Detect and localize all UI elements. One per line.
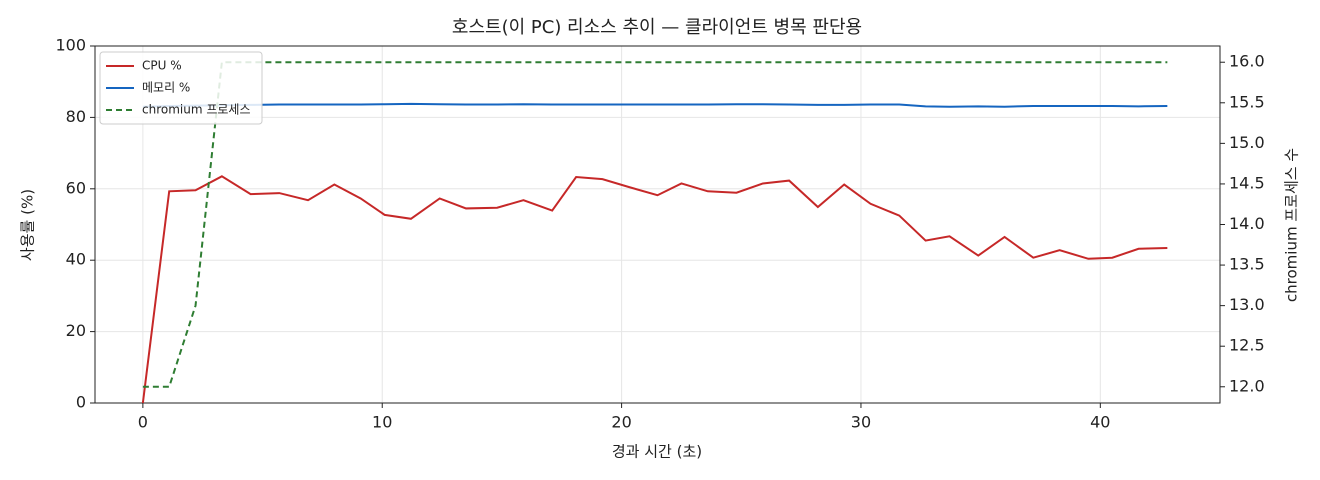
x-tick-label: 20 — [611, 413, 631, 432]
y2-tick-label: 12.0 — [1229, 376, 1265, 395]
y-tick-label: 0 — [76, 393, 86, 412]
y-tick-label: 40 — [66, 250, 86, 269]
y2-tick-label: 16.0 — [1229, 52, 1265, 71]
x-tick-label: 0 — [138, 413, 148, 432]
series-line — [142, 102, 1168, 108]
y2-tick-label: 12.5 — [1229, 336, 1265, 355]
y2-tick-label: 14.5 — [1229, 173, 1265, 192]
y2-tick-label: 14.0 — [1229, 214, 1265, 233]
x-tick-label: 10 — [372, 413, 392, 432]
series-line — [141, 175, 1168, 404]
legend-box — [99, 51, 263, 125]
y2-tick-label: 13.0 — [1229, 295, 1265, 314]
x-tick-label: 40 — [1090, 413, 1110, 432]
legend-label: 메모리 % — [142, 81, 190, 95]
chart-title: 호스트(이 PC) 리소스 추이 — 클라이언트 병목 판단용 — [452, 17, 862, 38]
y-tick-label: 80 — [66, 107, 86, 126]
y-tick-label: 60 — [66, 178, 86, 197]
y-axis-label: 사용률 (%) — [19, 189, 37, 261]
legend-label: CPU % — [142, 59, 182, 73]
x-tick-label: 30 — [851, 413, 871, 432]
legend-label: chromium 프로세스 — [142, 103, 251, 117]
y2-tick-label: 13.5 — [1229, 255, 1265, 274]
series-line — [142, 61, 1168, 388]
y2-axis-label: chromium 프로세스 수 — [1283, 148, 1301, 302]
y2-tick-label: 15.5 — [1229, 92, 1265, 111]
x-axis-label: 경과 시간 (초) — [612, 443, 702, 461]
y2-tick-label: 15.0 — [1229, 133, 1265, 152]
plot-frame — [94, 45, 1221, 404]
y-tick-label: 100 — [55, 36, 86, 55]
y-tick-label: 20 — [66, 321, 86, 340]
